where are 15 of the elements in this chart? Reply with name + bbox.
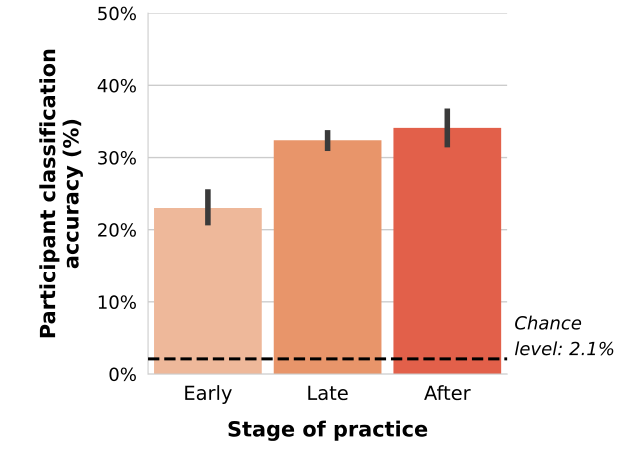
x-axis-title: Stage of practice <box>228 420 428 441</box>
bar <box>274 140 382 374</box>
y-tick-label: 50% <box>98 6 136 20</box>
y-tick-label: 20% <box>98 223 136 237</box>
bar <box>154 208 262 374</box>
y-tick-label: 40% <box>98 78 136 92</box>
y-tick-label: 30% <box>98 150 136 165</box>
bar <box>393 128 502 374</box>
y-axis-title: Participant classification accuracy (%) <box>39 50 83 338</box>
ref-line-label: Chance level: 2.1% <box>514 316 614 356</box>
x-tick-label: After <box>424 385 471 400</box>
y-tick-label: 0% <box>109 367 136 382</box>
x-tick-label: Early <box>185 385 232 404</box>
x-tick-label: Late <box>308 386 348 400</box>
y-tick-label: 10% <box>98 295 136 309</box>
